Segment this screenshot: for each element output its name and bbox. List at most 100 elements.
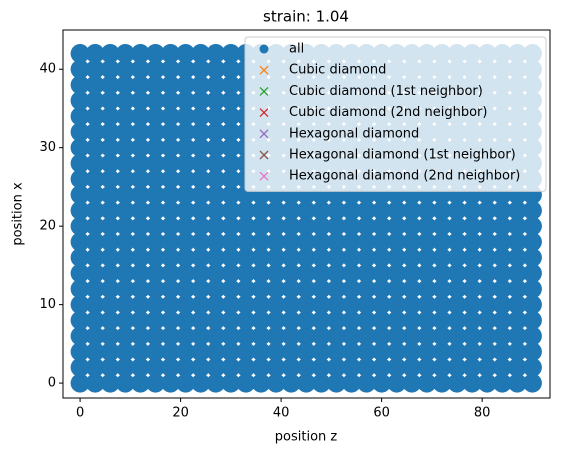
- point: [387, 263, 407, 283]
- point: [266, 200, 286, 220]
- point: [176, 295, 196, 315]
- point: [432, 373, 452, 393]
- point: [176, 185, 196, 205]
- point: [221, 138, 241, 158]
- point: [206, 122, 226, 142]
- point: [191, 185, 211, 205]
- point: [206, 75, 226, 95]
- point: [161, 122, 181, 142]
- point: [357, 200, 377, 220]
- point: [145, 310, 165, 330]
- point: [161, 138, 181, 158]
- point: [266, 326, 286, 346]
- point: [161, 342, 181, 362]
- point: [206, 153, 226, 173]
- point: [311, 342, 331, 362]
- point: [492, 357, 512, 377]
- legend-label: Cubic diamond: [289, 63, 386, 78]
- point: [145, 279, 165, 299]
- point: [206, 279, 226, 299]
- point: [85, 153, 105, 173]
- point: [236, 357, 256, 377]
- point: [191, 310, 211, 330]
- point: [462, 373, 482, 393]
- point: [100, 106, 120, 126]
- point: [221, 295, 241, 315]
- point: [447, 295, 467, 315]
- point: [221, 106, 241, 126]
- point: [145, 91, 165, 111]
- point: [100, 279, 120, 299]
- point: [191, 232, 211, 252]
- point: [492, 263, 512, 283]
- point: [130, 138, 150, 158]
- point: [176, 59, 196, 79]
- point: [206, 200, 226, 220]
- point: [115, 185, 135, 205]
- point: [402, 342, 422, 362]
- point: [85, 138, 105, 158]
- point: [251, 279, 271, 299]
- point: [70, 44, 90, 64]
- point: [70, 169, 90, 189]
- point: [311, 279, 331, 299]
- point: [357, 310, 377, 330]
- point: [70, 232, 90, 252]
- point: [206, 106, 226, 126]
- point: [326, 357, 346, 377]
- point: [432, 279, 452, 299]
- point: [161, 295, 181, 315]
- point: [176, 263, 196, 283]
- point: [145, 216, 165, 236]
- point: [236, 310, 256, 330]
- point: [462, 263, 482, 283]
- point: [281, 263, 301, 283]
- point: [372, 200, 392, 220]
- point: [115, 44, 135, 64]
- point: [161, 106, 181, 126]
- point: [387, 279, 407, 299]
- point: [161, 310, 181, 330]
- point: [206, 91, 226, 111]
- point: [296, 310, 316, 330]
- point: [492, 326, 512, 346]
- point: [115, 373, 135, 393]
- point: [100, 373, 120, 393]
- point: [236, 216, 256, 236]
- point: [462, 310, 482, 330]
- point: [70, 75, 90, 95]
- point: [221, 91, 241, 111]
- point: [357, 295, 377, 315]
- point: [85, 342, 105, 362]
- point: [251, 248, 271, 268]
- point: [341, 310, 361, 330]
- point: [221, 59, 241, 79]
- point: [191, 326, 211, 346]
- point: [402, 200, 422, 220]
- point: [161, 153, 181, 173]
- point: [311, 310, 331, 330]
- point: [70, 326, 90, 346]
- point: [145, 44, 165, 64]
- point: [341, 326, 361, 346]
- point: [296, 279, 316, 299]
- point: [191, 279, 211, 299]
- point: [296, 357, 316, 377]
- point: [206, 59, 226, 79]
- point: [296, 216, 316, 236]
- point: [161, 326, 181, 346]
- point: [432, 248, 452, 268]
- point: [281, 357, 301, 377]
- legend-marker: [259, 129, 269, 139]
- point: [161, 373, 181, 393]
- point: [100, 185, 120, 205]
- point: [507, 200, 527, 220]
- point: [191, 200, 211, 220]
- point: [266, 263, 286, 283]
- point: [266, 342, 286, 362]
- point: [281, 373, 301, 393]
- point: [85, 122, 105, 142]
- point: [341, 357, 361, 377]
- point: [206, 169, 226, 189]
- point: [130, 295, 150, 315]
